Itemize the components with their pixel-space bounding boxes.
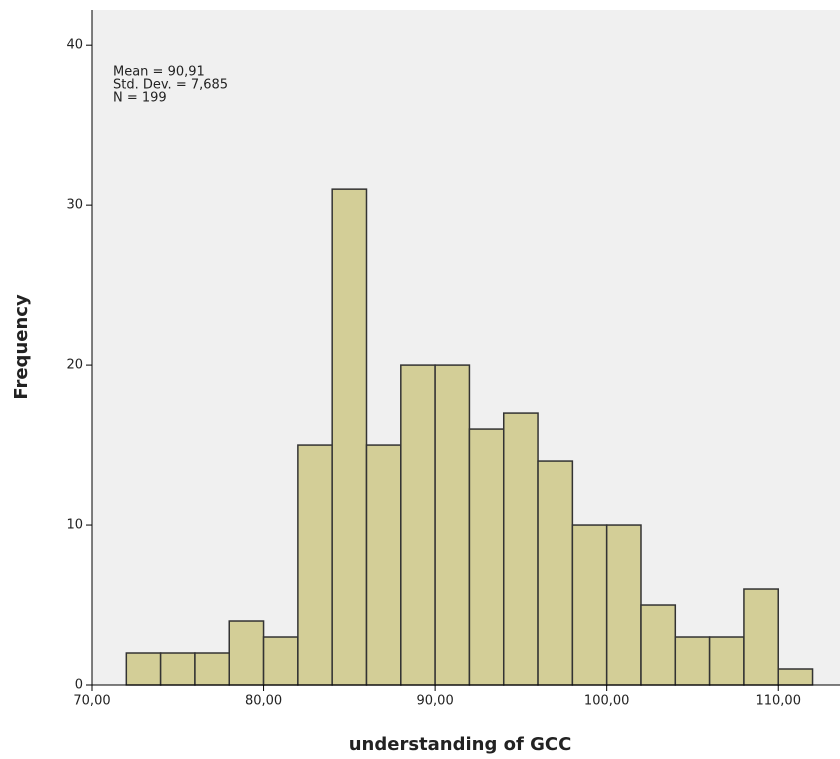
bar: [331, 188, 368, 686]
y-tick-label: 20: [66, 358, 83, 373]
bar: [297, 444, 333, 686]
bar: [262, 636, 299, 686]
bar: [743, 588, 779, 686]
bar: [194, 652, 230, 686]
y-tick-label: 10: [66, 518, 83, 533]
y-tick-label: 0: [75, 678, 83, 693]
bar: [605, 524, 642, 686]
bar: [674, 636, 711, 686]
bar: [640, 604, 677, 686]
bar: [468, 428, 505, 686]
x-tick-label: 100,00: [584, 694, 630, 709]
x-tick-label: 80,00: [245, 694, 282, 709]
x-tick-label: 110,00: [755, 694, 801, 709]
bar: [365, 444, 402, 686]
bar: [537, 460, 574, 686]
x-axis-title: understanding of GCC: [349, 734, 572, 755]
stats-annotation: Std. Dev. = 7,685: [113, 78, 228, 93]
x-tick-label: 70,00: [73, 694, 110, 709]
bar: [228, 620, 265, 686]
bar: [708, 636, 745, 686]
bar: [571, 524, 608, 686]
bar: [400, 364, 436, 686]
bar: [777, 668, 814, 686]
bar: [159, 652, 196, 686]
x-tick-label: 90,00: [417, 694, 454, 709]
stats-annotation: Mean = 90,91: [113, 65, 205, 80]
y-tick-label: 30: [66, 198, 83, 213]
stats-annotation: N = 199: [113, 91, 167, 106]
bar: [502, 412, 539, 686]
y-tick-label: 40: [66, 38, 83, 53]
y-axis-title: Frequency: [11, 294, 32, 400]
bar: [434, 364, 471, 686]
bar: [125, 652, 162, 686]
